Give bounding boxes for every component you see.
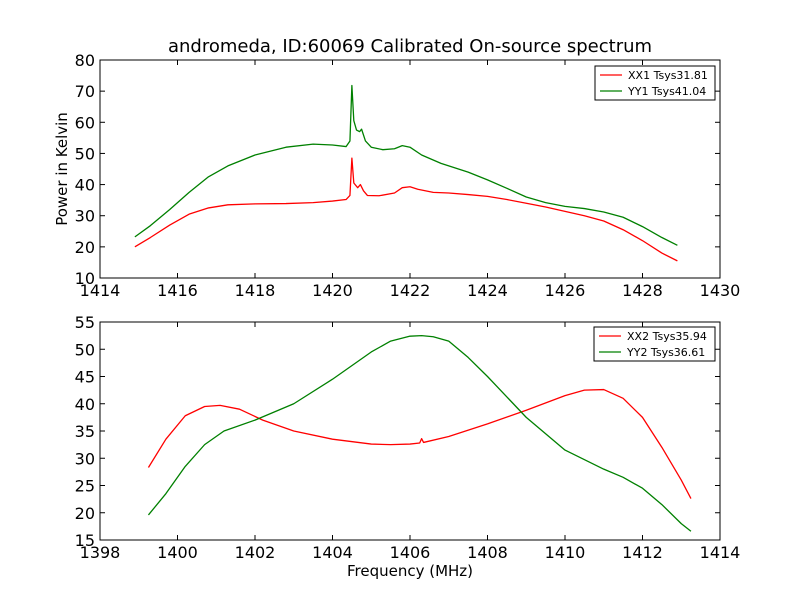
top-legend-box [594, 65, 716, 101]
top-x-tick-label: 1424 [467, 281, 508, 300]
top-x-tick-label: 1420 [312, 281, 353, 300]
top-x-tick-label: 1414 [80, 281, 121, 300]
bottom-y-tick-label: 25 [75, 477, 95, 496]
top-legend-label-xx1: XX1 Tsys31.81 [628, 69, 708, 82]
bottom-x-tick-label: 1414 [700, 543, 741, 562]
top-y-tick-label: 20 [75, 238, 95, 257]
chart-title: andromeda, ID:60069 Calibrated On-source… [168, 36, 652, 57]
top-legend-label-yy1: YY1 Tsys41.04 [627, 85, 706, 98]
top-x-tick-label: 1422 [390, 281, 431, 300]
top-plot-ticks: 1414 1416 1418 1420 1422 1424 1426 1428 1430 10 20… [75, 51, 741, 300]
bottom-legend-label-xx2: XX2 Tsys35.94 [627, 330, 707, 343]
bottom-y-tick-label: 45 [75, 368, 95, 387]
bottom-plot-ticks: 1398 1400 1402 1404 1406 1408 1410 1412 1414 15 20… [75, 313, 741, 562]
bottom-x-tick-label: 1400 [157, 543, 198, 562]
top-x-tick-label: 1430 [700, 281, 741, 300]
bottom-x-tick-label: 1412 [622, 543, 663, 562]
top-plot-data [134, 84, 678, 262]
bottom-plot-data [147, 334, 692, 532]
top-series-line-0 [134, 157, 678, 262]
bottom-x-tick-label: 1398 [80, 543, 121, 562]
bottom-y-tick-label: 20 [75, 504, 95, 523]
bottom-x-tick-label: 1410 [545, 543, 586, 562]
bottom-series-line-1 [147, 334, 692, 532]
top-y-tick-label: 50 [75, 144, 95, 163]
bottom-y-tick-label: 15 [75, 531, 95, 550]
bottom-x-axis-label: Frequency (MHz) [347, 562, 473, 580]
top-y-tick-label: 10 [75, 269, 95, 288]
top-y-axis-label: Power in Kelvin [53, 112, 71, 226]
bottom-x-tick-label: 1402 [235, 543, 276, 562]
bottom-y-tick-label: 30 [75, 449, 95, 468]
bottom-y-tick-label: 55 [75, 313, 95, 332]
bottom-legend-label-yy2: YY2 Tsys36.61 [626, 346, 705, 359]
top-y-tick-label: 30 [75, 207, 95, 226]
top-x-tick-label: 1418 [235, 281, 276, 300]
bottom-y-tick-label: 50 [75, 340, 95, 359]
top-x-tick-label: 1416 [157, 281, 198, 300]
bottom-series-line-0 [147, 388, 692, 499]
top-y-tick-label: 70 [75, 82, 95, 101]
top-x-tick-label: 1426 [545, 281, 586, 300]
bottom-y-tick-label: 40 [75, 395, 95, 414]
top-x-tick-label: 1428 [622, 281, 663, 300]
top-y-tick-label: 60 [75, 113, 95, 132]
top-y-tick-label: 80 [75, 51, 95, 70]
top-series-line-1 [134, 84, 678, 246]
top-legend: XX1 Tsys31.81 YY1 Tsys41.04 [594, 65, 716, 101]
bottom-x-tick-label: 1408 [467, 543, 508, 562]
bottom-x-tick-label: 1406 [390, 543, 431, 562]
bottom-legend: XX2 Tsys35.94 YY2 Tsys36.61 [593, 326, 716, 362]
bottom-x-tick-label: 1404 [312, 543, 353, 562]
bottom-y-tick-label: 35 [75, 422, 95, 441]
top-y-tick-label: 40 [75, 176, 95, 195]
bottom-legend-box [593, 326, 716, 362]
